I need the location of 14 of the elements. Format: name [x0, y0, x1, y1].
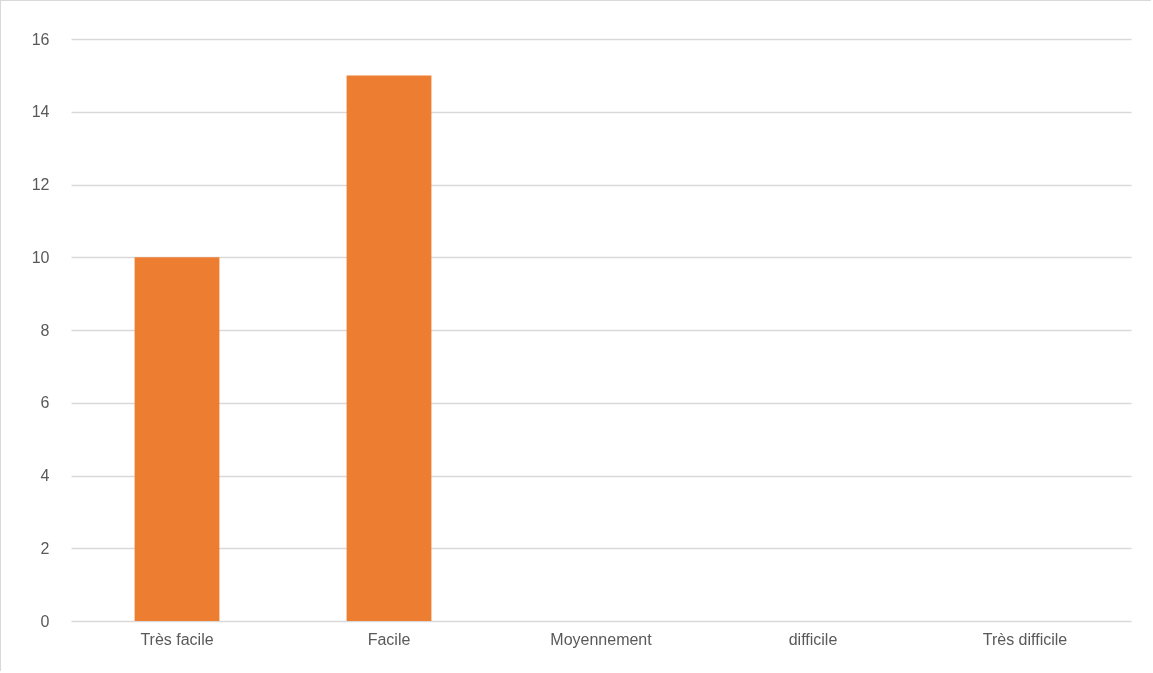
- y-tick-label: 14: [31, 103, 50, 121]
- x-tick-label: Très difficile: [982, 630, 1068, 648]
- y-tick-label: 6: [40, 394, 50, 412]
- x-tick-label: difficile: [788, 630, 838, 648]
- x-tick-label: Moyennement: [550, 630, 653, 648]
- y-tick-label: 12: [31, 176, 50, 193]
- x-tick-label: Très facile: [140, 630, 214, 648]
- x-tick-label: Facile: [367, 630, 411, 648]
- y-tick-label: 2: [40, 539, 50, 557]
- y-tick-label: 10: [31, 248, 50, 266]
- y-tick-label: 8: [40, 321, 50, 339]
- y-tick-label: 4: [40, 467, 50, 484]
- y-tick-label: 0: [40, 612, 50, 630]
- y-tick-label: 16: [31, 30, 50, 48]
